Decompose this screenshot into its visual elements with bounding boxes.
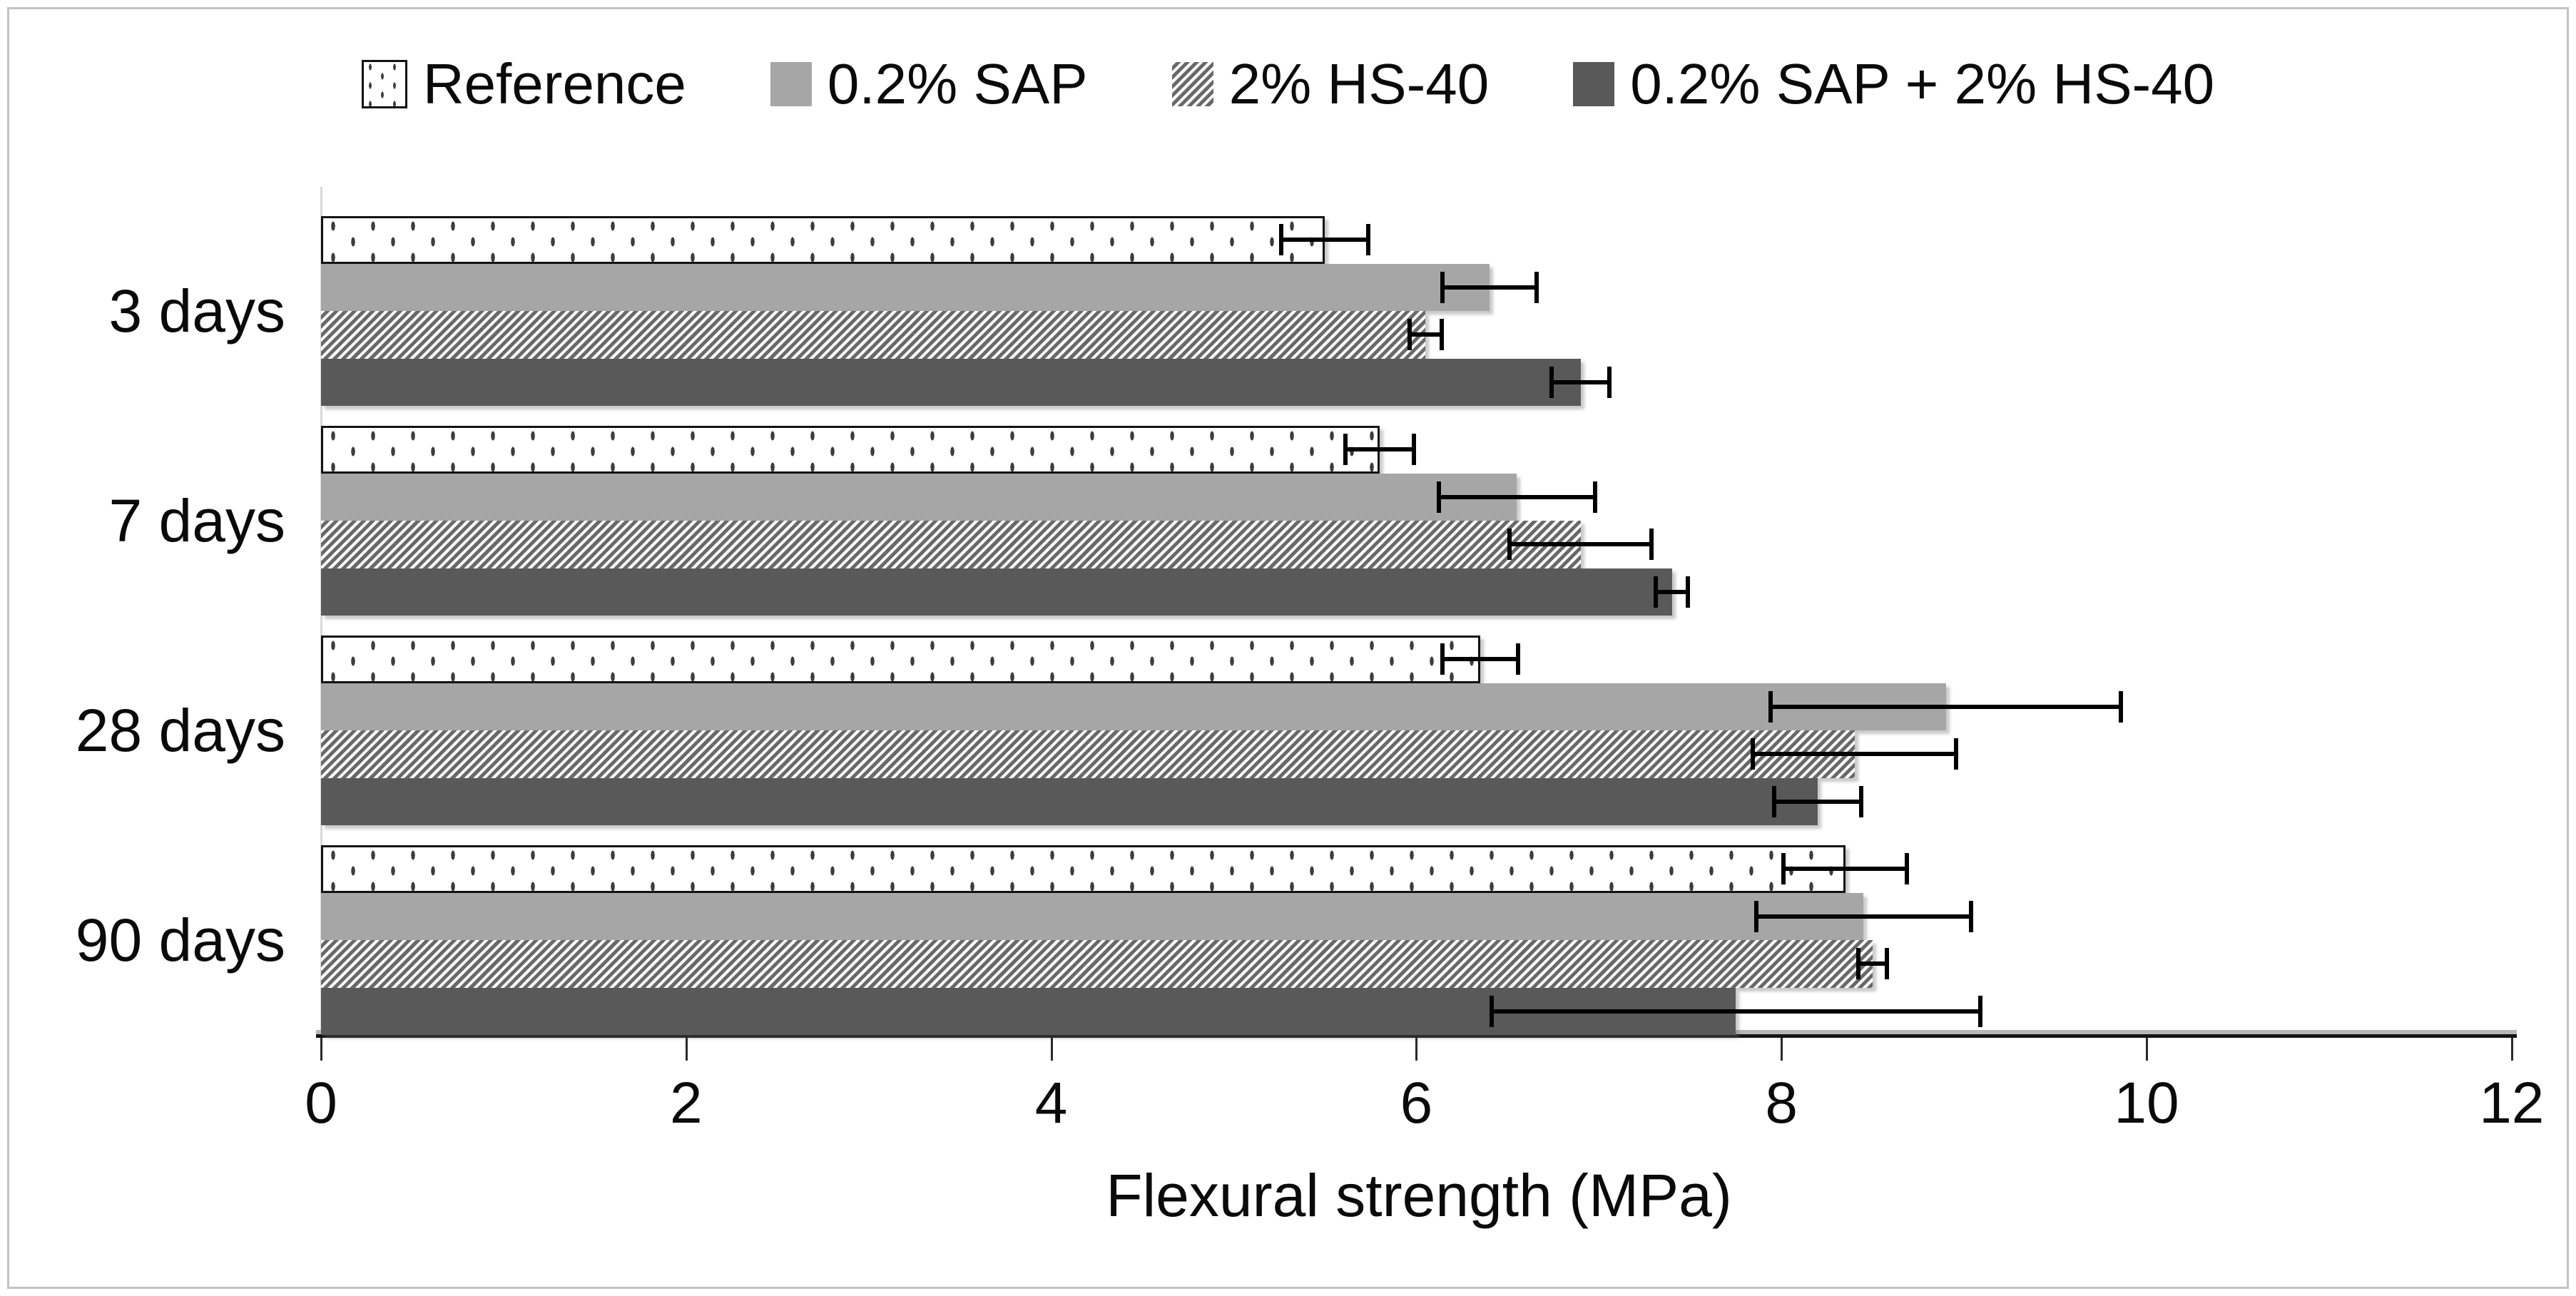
- error-bar-reference-3-days: [1279, 224, 1371, 256]
- bar-2-hs-40-7-days: [321, 521, 1581, 568]
- x-tick-label-0: 0: [305, 1071, 337, 1136]
- legend-label: 2% HS-40: [1228, 52, 1490, 116]
- legend-swatch-dotted: [361, 60, 407, 108]
- error-bar-2-hs-40-28-days: [1750, 738, 1959, 770]
- legend-swatch-solid-light: [770, 62, 812, 106]
- bar-0-2-sap-2-hs-40-28-days: [321, 777, 1818, 825]
- error-bar-0-2-sap-3-days: [1440, 271, 1539, 303]
- legend-label: 0.2% SAP + 2% HS-40: [1630, 52, 2215, 116]
- bar-2-hs-40-90-days: [321, 940, 1873, 988]
- x-axis-title: Flexural strength (MPa): [1106, 1162, 1732, 1229]
- error-bar-0-2-sap-2-hs-40-7-days: [1654, 576, 1691, 608]
- legend-item-4: 0.2% SAP + 2% HS-40: [1573, 56, 2214, 113]
- bar-reference-90-days: [321, 845, 1846, 893]
- error-bar-2-hs-40-7-days: [1507, 529, 1654, 561]
- error-bar-2-hs-40-3-days: [1407, 319, 1444, 351]
- legend-swatch-solid-dark: [1573, 62, 1615, 106]
- error-bar-2-hs-40-90-days: [1856, 948, 1890, 980]
- category-label-3-days: 3 days: [108, 277, 286, 345]
- x-tick-label-8: 8: [1765, 1071, 1798, 1136]
- error-bar-0-2-sap-2-hs-40-90-days: [1489, 995, 1982, 1027]
- bar-0-2-sap-90-days: [321, 892, 1864, 940]
- bar-0-2-sap-3-days: [321, 263, 1490, 311]
- bar-2-hs-40-3-days: [321, 311, 1426, 359]
- x-tick-8: [1781, 1038, 1783, 1061]
- x-tick-6: [1415, 1038, 1418, 1061]
- bar-0-2-sap-2-hs-40-3-days: [321, 358, 1581, 406]
- error-bar-0-2-sap-2-hs-40-28-days: [1772, 785, 1864, 817]
- legend-swatch-hatched: [1171, 62, 1213, 106]
- bar-reference-7-days: [321, 426, 1380, 474]
- x-tick-10: [2146, 1038, 2148, 1061]
- legend-item-1: Reference: [361, 52, 686, 116]
- error-bar-0-2-sap-2-hs-40-3-days: [1549, 366, 1612, 398]
- bar-reference-28-days: [321, 636, 1480, 683]
- x-tick-label-10: 10: [2114, 1071, 2179, 1136]
- category-label-28-days: 28 days: [75, 697, 285, 764]
- category-label-90-days: 90 days: [75, 907, 285, 974]
- x-axis-line: [316, 1034, 2517, 1038]
- x-tick-label-6: 6: [1400, 1071, 1433, 1136]
- error-bar-0-2-sap-7-days: [1436, 481, 1597, 513]
- legend-label: Reference: [422, 52, 686, 116]
- error-bar-reference-90-days: [1781, 853, 1910, 885]
- bar-0-2-sap-28-days: [321, 683, 1946, 730]
- category-label-7-days: 7 days: [108, 487, 286, 554]
- bar-0-2-sap-2-hs-40-7-days: [321, 568, 1672, 616]
- x-tick-label-4: 4: [1034, 1071, 1068, 1136]
- bar-reference-3-days: [321, 216, 1325, 264]
- legend-item-3: 2% HS-40: [1171, 52, 1490, 116]
- x-tick-4: [1050, 1038, 1053, 1061]
- legend-item-2: 0.2% SAP: [770, 56, 1088, 113]
- x-tick-label-12: 12: [2479, 1071, 2545, 1136]
- x-tick-0: [320, 1038, 322, 1061]
- bar-2-hs-40-28-days: [321, 730, 1855, 778]
- error-bar-reference-28-days: [1440, 643, 1521, 675]
- error-bar-reference-7-days: [1343, 434, 1417, 466]
- x-tick-2: [685, 1038, 688, 1061]
- legend-label: 0.2% SAP: [827, 52, 1088, 116]
- error-bar-0-2-sap-28-days: [1768, 690, 2123, 723]
- x-tick-label-2: 2: [669, 1071, 703, 1136]
- x-tick-12: [2510, 1038, 2513, 1061]
- bar-0-2-sap-7-days: [321, 473, 1517, 521]
- legend: Reference 0.2% SAP 2% HS-40 0.2% SAP + 2% H…: [0, 56, 2576, 113]
- error-bar-0-2-sap-90-days: [1753, 900, 1973, 932]
